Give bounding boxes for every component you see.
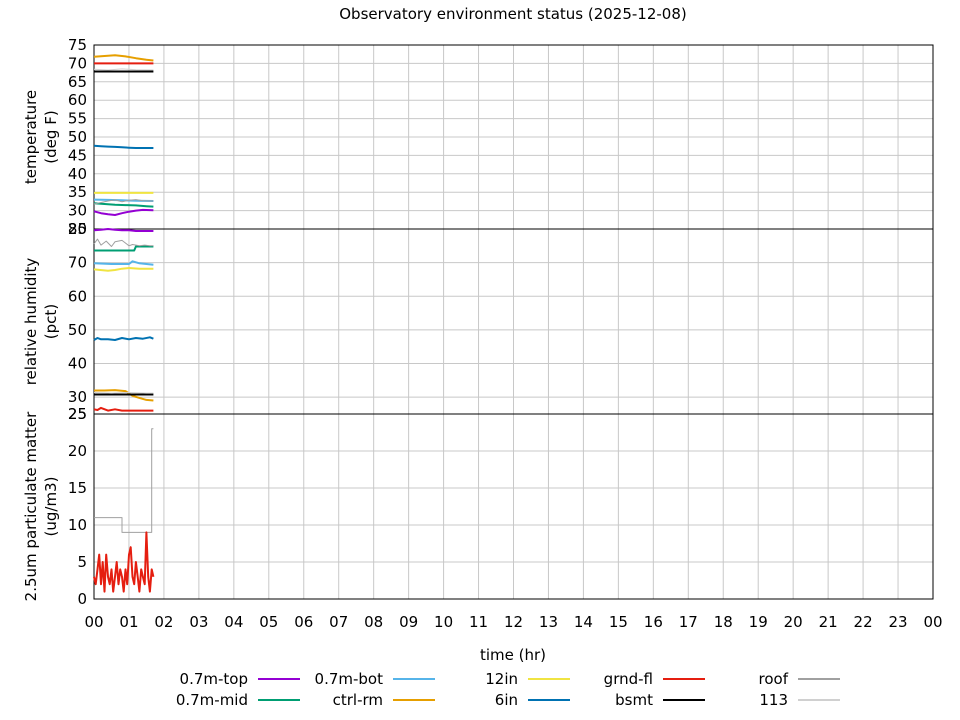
series-line-113: [93, 68, 154, 71]
x-tick-label: 11: [469, 613, 488, 631]
x-tick-label: 23: [888, 613, 907, 631]
y-tick-label: 30: [68, 388, 87, 406]
y-tick-label: 25: [68, 220, 87, 238]
legend-label: 0.7m-mid: [176, 691, 248, 709]
series-line-0.7m-top: [93, 228, 154, 232]
series-line-grnd-fl: [93, 406, 154, 412]
x-tick-label: 16: [644, 613, 663, 631]
x-tick-label: 12: [504, 613, 523, 631]
series-line-0.7m-top: [93, 208, 154, 216]
series-line-ctrl-rm: [93, 54, 154, 62]
x-tick-label: 18: [714, 613, 733, 631]
y-axis-unit: (ug/m3): [42, 477, 60, 537]
y-tick-label: 75: [68, 36, 87, 54]
series-line-113: [93, 392, 154, 394]
series-line-12in: [93, 267, 154, 272]
x-tick-label: 03: [189, 613, 208, 631]
x-tick-label: 06: [294, 613, 313, 631]
y-tick-label: 50: [68, 128, 87, 146]
y-axis-title: temperature: [22, 90, 40, 184]
x-tick-label: 19: [749, 613, 768, 631]
series-line-0.7m-mid: [93, 202, 154, 208]
y-tick-label: 55: [68, 110, 87, 128]
y-tick-label: 80: [68, 220, 87, 238]
y-tick-label: 70: [68, 54, 87, 72]
series-line-ctrl-rm: [94, 389, 154, 402]
x-tick-label: 09: [399, 613, 418, 631]
legend-label: bsmt: [615, 691, 653, 709]
x-tick-label: 04: [224, 613, 243, 631]
x-tick-label: 14: [574, 613, 593, 631]
x-tick-label: 13: [539, 613, 558, 631]
legend-label: 12in: [485, 670, 518, 688]
y-tick-label: 40: [68, 165, 87, 183]
y-axis-title: relative humidity: [22, 258, 40, 386]
y-tick-label: 60: [68, 91, 87, 109]
x-tick-label: 21: [819, 613, 838, 631]
y-axis-unit: (pct): [42, 304, 60, 339]
x-tick-label: 01: [119, 613, 138, 631]
series-line-roof: [94, 428, 154, 533]
y-tick-label: 15: [68, 479, 87, 497]
panel-frame: [93, 413, 934, 600]
y-tick-label: 25: [68, 405, 87, 423]
y-tick-label: 70: [68, 254, 87, 272]
legend-label: 113: [759, 691, 788, 709]
legend-label: 0.7m-bot: [315, 670, 384, 688]
chart-legend: 0.7m-top 0.7m-mid 0.7m-bot ctrl-rm 12in 6in gr…: [176, 670, 840, 709]
x-tick-label: 08: [364, 613, 383, 631]
series-line-6in: [93, 144, 154, 149]
legend-label: 0.7m-top: [180, 670, 248, 688]
x-axis-title: time (hr): [480, 646, 546, 664]
y-tick-label: 50: [68, 321, 87, 339]
y-tick-label: 5: [77, 553, 87, 571]
y-axis-unit: (deg F): [42, 110, 60, 163]
y-tick-label: 65: [68, 73, 87, 91]
y-tick-label: 40: [68, 355, 87, 373]
y-tick-label: 10: [68, 516, 87, 534]
y-tick-label: 35: [68, 183, 87, 201]
series-line-roof: [93, 199, 154, 205]
y-tick-label: 60: [68, 287, 87, 305]
legend-label: grnd-fl: [604, 670, 653, 688]
y-axis-title: 2.5um particulate matter: [22, 411, 40, 601]
y-tick-label: 20: [68, 442, 87, 460]
x-tick-label: 00: [84, 613, 103, 631]
y-tick-label: 25: [68, 405, 87, 423]
series-line-0.7m-bot: [93, 260, 154, 266]
series-line-grnd-fl: [93, 531, 155, 593]
x-tick-label: 02: [154, 613, 173, 631]
y-tick-label: 45: [68, 146, 87, 164]
x-tick-label: 22: [854, 613, 873, 631]
x-tick-label: 20: [784, 613, 803, 631]
x-tick-label: 17: [679, 613, 698, 631]
y-tick-label: 0: [77, 590, 87, 608]
x-tick-label: 05: [259, 613, 278, 631]
series-line-6in: [93, 336, 154, 341]
x-tick-label: 15: [609, 613, 628, 631]
legend-label: ctrl-rm: [333, 691, 383, 709]
y-tick-label: 30: [68, 202, 87, 220]
legend-label: 6in: [495, 691, 518, 709]
x-tick-label: 00: [923, 613, 942, 631]
panel-2: 0 5 10 15 20 25 2.5um particulate matter (ug/m3…: [22, 405, 934, 608]
legend-label: roof: [759, 670, 789, 688]
series-line-0.7m-mid: [94, 245, 154, 252]
chart-title: Observatory environment status (2025-12-…: [339, 5, 687, 23]
x-tick-label: 10: [434, 613, 453, 631]
series-line-roof: [93, 238, 154, 247]
x-tick-label: 07: [329, 613, 348, 631]
